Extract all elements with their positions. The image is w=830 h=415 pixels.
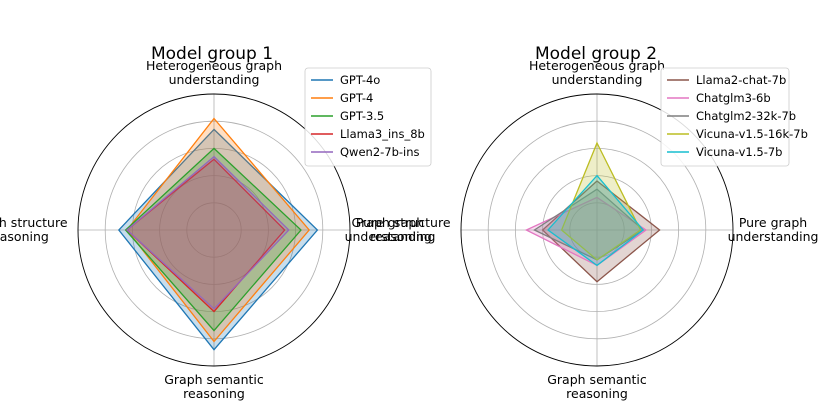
legend-label: GPT-3.5 — [340, 109, 384, 123]
legend-label: Chatglm3-6b — [696, 91, 771, 105]
series-area-gpt-4o — [117, 128, 319, 351]
axis-label-pure-graph-understanding: Pure graph understanding — [345, 215, 436, 244]
axis-label-graph-semantic-reasoning: Graph semantic reasoning — [164, 372, 264, 401]
legend-frame — [304, 67, 432, 167]
series-area-vicuna-v1-5-7b — [547, 174, 645, 267]
series-area-qwen2-7b-ins — [126, 155, 290, 310]
polar-frame — [460, 93, 734, 367]
legend-label: Llama2-chat-7b — [696, 73, 786, 87]
legend-label: Chatglm2-32k-7b — [696, 109, 796, 123]
legend-label: Vicuna-v1.5-16k-7b — [696, 127, 808, 141]
series-area-gpt-4 — [126, 117, 311, 343]
series-area-llama3-ins-8b — [126, 158, 286, 313]
axis-label-heterogeneous-graph-understanding: Heterogeneous graph understanding — [529, 58, 665, 87]
legend: GPT-4o GPT-4 GPT-3.5 Llama3_ins_8b Qwen2-7b-… — [304, 67, 432, 167]
chart-title: Model group 1 — [151, 44, 273, 64]
legend: Llama2-chat-7b Chatglm3-6b Chatglm2-32k-7b… — [660, 67, 808, 167]
legend-label: GPT-4o — [340, 73, 380, 87]
legend-label: Llama3_ins_8b — [340, 127, 425, 141]
legend-label: GPT-4 — [340, 91, 373, 105]
axis-label-graph-semantic-reasoning: Graph semantic reasoning — [547, 372, 647, 401]
axis-label-heterogeneous-graph-understanding: Heterogeneous graph understanding — [146, 58, 282, 87]
legend-label: Qwen2-7b-ins — [340, 145, 420, 159]
legend-label: Vicuna-v1.5-7b — [696, 145, 782, 159]
polar-frame — [77, 93, 351, 367]
axis-label-pure-graph-understanding: Pure graph understanding — [728, 215, 819, 244]
chart-title: Model group 2 — [535, 44, 657, 64]
legend-frame — [660, 67, 790, 167]
